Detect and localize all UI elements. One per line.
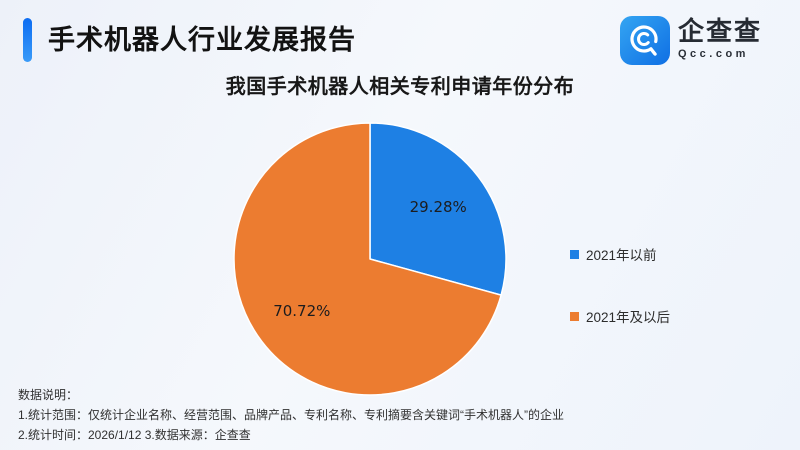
footer-heading: 数据说明： <box>18 388 79 402</box>
legend-item-before-2021: 2021年以前 <box>570 245 670 263</box>
pie-value-label: 29.28% <box>410 198 467 216</box>
header: 手术机器人行业发展报告 企查查 Qcc.com <box>0 0 800 70</box>
chart-title: 我国手术机器人相关专利申请年份分布 <box>225 76 575 98</box>
magnifier-c-icon <box>620 16 670 65</box>
legend-swatch-blue <box>570 249 579 259</box>
pie-chart: 29.28% 70.72% <box>233 122 507 396</box>
logo-domain: Qcc.com <box>678 48 749 60</box>
title-accent-bar <box>23 18 32 62</box>
pie-slice-0 <box>369 122 507 296</box>
legend-item-2021-and-after: 2021年及以后 <box>570 307 670 325</box>
chart-legend: 2021年以前 2021年及以后 <box>570 245 670 325</box>
report-title: 手术机器人行业发展报告 <box>48 25 356 55</box>
logo-text: 企查查 Qcc.com <box>678 16 762 60</box>
legend-label: 2021年以前 <box>586 248 657 263</box>
footer-note-time-source: 2.统计时间：2026/1/12 3.数据来源：企查查 <box>18 428 251 442</box>
qcc-logo: 企查查 Qcc.com <box>620 16 762 65</box>
pie-value-label: 70.72% <box>273 302 330 320</box>
pie-slice-1 <box>233 122 502 396</box>
legend-swatch-orange <box>570 311 579 321</box>
footer-notes: 数据说明： 1.统计范围：仅统计企业名称、经营范围、品牌产品、专利名称、专利摘要… <box>18 385 778 445</box>
footer-note-scope: 1.统计范围：仅统计企业名称、经营范围、品牌产品、专利名称、专利摘要含关键词“手… <box>18 408 565 422</box>
legend-label: 2021年及以后 <box>586 310 671 325</box>
logo-name: 企查查 <box>678 16 763 46</box>
